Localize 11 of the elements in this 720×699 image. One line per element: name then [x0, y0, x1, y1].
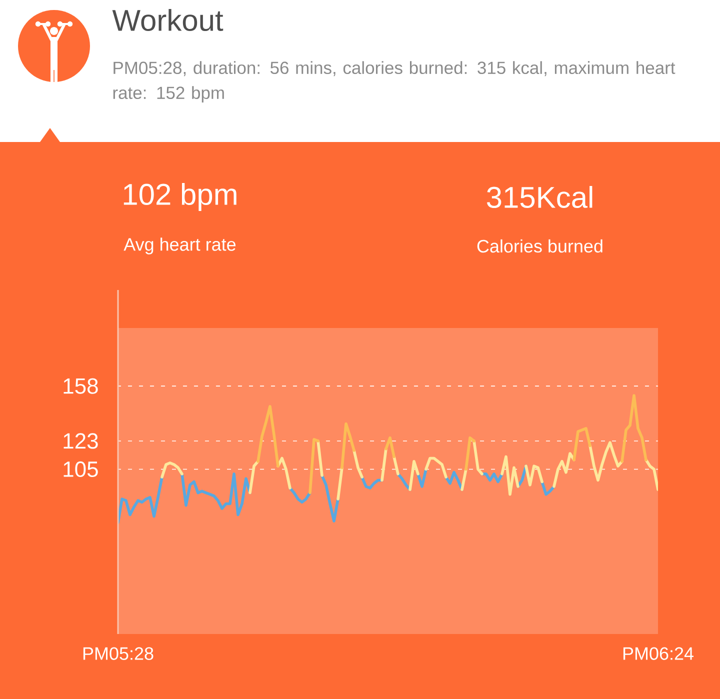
text: 102 bpm	[124, 183, 236, 211]
text: Calories burned	[477, 239, 602, 253]
y-tick-label: 123	[64, 433, 98, 449]
text: 315Kcal	[486, 186, 592, 208]
y-tick-label: 105	[64, 461, 98, 478]
chart-title: Workout	[112, 8, 224, 32]
text: Avg heart rate	[124, 238, 236, 254]
x-tick-label: PM05:28	[83, 647, 154, 660]
y-tick-label: 158	[64, 378, 98, 394]
chart-subtitle: PM05:28, duration: 56 mins, calories burned: 315 kcal, maximum heart rate: 152 bpm	[113, 61, 676, 103]
x-tick-label: PM06:24	[623, 647, 694, 660]
